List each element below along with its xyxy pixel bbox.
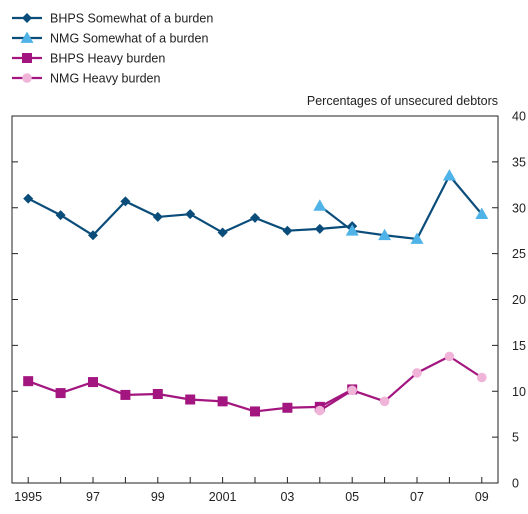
y-tick-label: 25 (512, 247, 526, 261)
plot-frame (11, 115, 499, 484)
data-point-bhps-somewhat-of-a-burden (314, 223, 325, 234)
data-point-nmg-somewhat-of-a-burden (378, 228, 392, 241)
data-point-nmg-somewhat-of-a-burden (475, 207, 489, 220)
legend-label-bhps-heavy-burden: BHPS Heavy burden (50, 52, 165, 66)
y-tick-label: 0 (512, 477, 519, 491)
data-point-bhps-somewhat-of-a-burden (250, 212, 260, 223)
data-point-bhps-somewhat-of-a-burden (152, 211, 163, 222)
legend-label-nmg-somewhat-of-a-burden: NMG Somewhat of a burden (50, 32, 208, 46)
y-tick-label: 30 (512, 201, 526, 215)
x-tick-label: 99 (151, 490, 165, 504)
y-axis: 0 5 10 15 20 25 30 35 40 (12, 110, 526, 491)
y-tick-label: 35 (512, 155, 526, 169)
x-axis: 1995 97 99 2001 03 05 07 09 (14, 477, 489, 504)
x-tick-label: 09 (475, 490, 489, 504)
x-tick-label: 07 (410, 490, 424, 504)
y-tick-label: 15 (512, 339, 526, 353)
data-point-nmg-heavy-burden (444, 351, 455, 362)
data-point-nmg-heavy-burden (412, 368, 422, 378)
x-tick-label: 05 (345, 490, 359, 504)
data-point-bhps-somewhat-of-a-burden (282, 225, 293, 236)
data-point-nmg-somewhat-of-a-burden (410, 232, 424, 244)
y-tick-label: 40 (512, 110, 526, 124)
data-point-nmg-heavy-burden (477, 372, 487, 383)
data-point-bhps-somewhat-of-a-burden (55, 210, 66, 221)
legend-marker-bhps-somewhat-of-a-burden (22, 13, 32, 23)
x-tick-label: 03 (280, 490, 294, 504)
y-tick-label: 10 (512, 385, 526, 399)
legend-label-nmg-heavy-burden: NMG Heavy burden (50, 72, 161, 86)
data-point-bhps-heavy-burden (120, 389, 131, 400)
x-tick-label: 97 (86, 490, 100, 504)
series-layer (23, 169, 489, 417)
data-point-bhps-somewhat-of-a-burden (23, 193, 34, 204)
data-point-nmg-heavy-burden (315, 405, 325, 416)
data-point-nmg-heavy-burden (347, 385, 358, 396)
legend-marker-nmg-somewhat-of-a-burden (20, 31, 34, 43)
legend: BHPS Somewhat of a burden NMG Somewhat of… (12, 12, 213, 86)
data-point-bhps-heavy-burden (152, 389, 163, 400)
data-point-bhps-heavy-burden (282, 402, 293, 413)
legend-marker-nmg-heavy-burden (22, 73, 32, 83)
x-tick-label: 1995 (14, 490, 42, 504)
series-line-nmg-heavy-burden (319, 355, 483, 412)
data-point-bhps-somewhat-of-a-burden (120, 196, 131, 207)
data-point-nmg-somewhat-of-a-burden (313, 199, 327, 211)
legend-marker-bhps-heavy-burden (22, 53, 32, 63)
data-point-bhps-somewhat-of-a-burden (88, 230, 98, 241)
data-point-bhps-heavy-burden (23, 376, 34, 387)
legend-label-bhps-somewhat-of-a-burden: BHPS Somewhat of a burden (50, 12, 213, 26)
y-tick-label: 20 (512, 293, 526, 307)
series-line-nmg-somewhat-of-a-burden (319, 174, 483, 241)
data-point-bhps-somewhat-of-a-burden (185, 209, 196, 220)
data-point-nmg-somewhat-of-a-burden (442, 169, 456, 181)
data-point-bhps-heavy-burden (185, 394, 196, 405)
data-point-bhps-heavy-burden (88, 377, 98, 388)
data-point-nmg-somewhat-of-a-burden (345, 224, 359, 236)
data-point-bhps-somewhat-of-a-burden (217, 227, 228, 238)
y-axis-label: Percentages of unsecured debtors (307, 94, 498, 108)
data-point-bhps-heavy-burden (250, 406, 260, 417)
data-point-bhps-heavy-burden (55, 388, 66, 399)
data-point-bhps-heavy-burden (217, 396, 228, 407)
y-tick-label: 5 (512, 431, 519, 445)
data-point-nmg-heavy-burden (379, 396, 390, 407)
x-tick-label: 2001 (209, 490, 237, 504)
